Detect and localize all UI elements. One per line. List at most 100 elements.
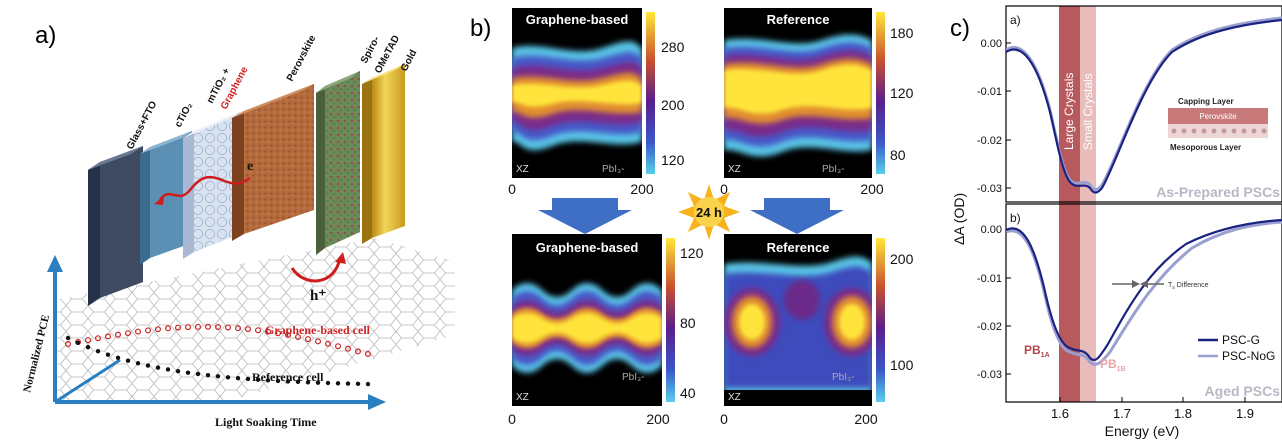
- arrow-down-left: [538, 198, 632, 234]
- graphene-series-marker: [114, 331, 121, 338]
- map3-corner-label: XZ: [516, 392, 529, 403]
- electron-arrow-head: [154, 196, 164, 205]
- reference-series-marker: [95, 348, 101, 354]
- reference-series-marker: [85, 345, 91, 350]
- label-glass-fto: Glass+FTO: [125, 99, 160, 151]
- graphene-series-marker: [275, 330, 282, 337]
- reference-series-marker: [255, 377, 261, 382]
- badge-text: 24 h: [696, 205, 722, 220]
- map3-cbar-tick-3: 40: [680, 385, 696, 401]
- graphene-series-marker: [225, 324, 232, 331]
- map2-corner-label: XZ: [728, 164, 741, 175]
- graphene-series-marker: [235, 325, 242, 332]
- graphene-series-marker: [305, 336, 312, 343]
- reference-series-label: Reference cell: [252, 370, 324, 384]
- ytick-a-1: -0.01: [977, 86, 1002, 98]
- map4-xtick-200: 200: [854, 411, 878, 427]
- graphene-series-marker: [285, 331, 292, 338]
- inset-perovskite-label: Perovskite: [1199, 112, 1237, 121]
- map2-species-label: PbI₃-: [822, 164, 844, 175]
- map4-colorbar: [876, 238, 885, 402]
- tag-aged: Aged PSCs: [1205, 383, 1281, 399]
- reference-series-marker: [205, 373, 211, 378]
- map4-cbar-tick-1: 200: [890, 251, 914, 267]
- reference-series-marker: [235, 375, 241, 381]
- x-axis-label: Energy (eV): [1105, 423, 1180, 439]
- curve-b-psc-g: [1006, 218, 1282, 362]
- graphene-series-label: Graphene-based cell: [265, 323, 371, 337]
- map4-cbar-tick-2: 100: [890, 357, 914, 373]
- map3-species-label: PbI₃-: [622, 372, 644, 383]
- layer-inset: Capping Layer Perovskite Mesoporous Laye…: [1168, 97, 1268, 152]
- map1-title: Graphene-based: [526, 12, 629, 27]
- graphene-series-marker: [215, 324, 222, 331]
- ytick-a-0: 0.00: [981, 38, 1002, 50]
- depth-axis: [54, 358, 121, 404]
- reference-series-marker: [105, 352, 111, 357]
- inset-capping-label: Capping Layer: [1178, 97, 1234, 106]
- graphene-series-marker: [175, 324, 182, 331]
- label-perovskite: Perovskite: [285, 33, 319, 83]
- map-graphene-based-aged: Graphene-based XZ PbI₃- 120 80 40 0 200: [508, 234, 704, 427]
- graphene-series-marker: [104, 333, 111, 340]
- reference-series-marker: [215, 374, 221, 379]
- ytick-a-2: -0.02: [977, 135, 1002, 147]
- graphene-series-marker: [335, 343, 342, 350]
- reference-series-marker: [185, 370, 191, 375]
- legend: PSC-G PSC-NoG: [1198, 333, 1275, 363]
- layer-mtio2-graphene: [183, 112, 240, 259]
- electron-label: e: [247, 159, 253, 174]
- ytick-b-3: -0.03: [977, 369, 1002, 381]
- device-schematic-svg: Glass+FTO cTiO₂ mTiO₂ + Graphene Perovsk…: [21, 33, 455, 429]
- tag-as-prepared: As-Prepared PSCs: [1156, 184, 1280, 200]
- reference-series-marker: [295, 379, 301, 385]
- reference-series-marker: [155, 365, 161, 370]
- inset-mesoporous-layer: [1168, 124, 1268, 138]
- graphene-series-marker: [64, 341, 71, 348]
- map1-cbar-tick-1: 280: [661, 39, 685, 55]
- graphene-series-marker: [84, 337, 91, 344]
- map4-title: Reference: [767, 240, 830, 255]
- map1-xtick-0: 0: [508, 181, 516, 197]
- subplot-a-frame: [1005, 5, 1282, 203]
- hole-arrow-head: [335, 252, 346, 264]
- map2-cbar-tick-2: 120: [890, 85, 914, 101]
- graphene-series-marker: [135, 328, 142, 335]
- layer-glass-fto: [88, 146, 143, 306]
- graphene-series-marker: [185, 324, 192, 331]
- pb1b-label: PB1B: [1100, 357, 1126, 373]
- spectra-svg: a) b) Large Crystals Small Crystals 0.00…: [951, 5, 1282, 439]
- map1-corner-label: XZ: [516, 164, 529, 175]
- pce-y-axis-arrow: [47, 255, 63, 272]
- map2-title: Reference: [767, 12, 830, 27]
- map-reference-initial: Reference XZ PbI₃- 180 120 80 0 200: [720, 8, 914, 197]
- hole-path: [290, 257, 342, 283]
- map4-species-label: PbI₃-: [832, 372, 854, 383]
- y-axis-label: Normalized PCE: [21, 313, 52, 393]
- map2-xtick-200: 200: [860, 181, 884, 197]
- reference-series-marker: [335, 381, 341, 386]
- panel-b-maps: b): [462, 0, 940, 439]
- ts-arrow-left-head: [1132, 280, 1140, 288]
- xtick-1-9: 1.9: [1236, 406, 1254, 421]
- pb1a-label: PB1A: [1024, 343, 1050, 359]
- reference-series-marker: [135, 361, 141, 366]
- arrow-down-right: [750, 198, 844, 234]
- panel-a-device-schematic: a): [0, 0, 460, 439]
- graphene-sheet-floor: [55, 238, 455, 402]
- map1-colorbar: [646, 12, 655, 174]
- curve-a-psc-g: [1006, 18, 1282, 194]
- map3-title: Graphene-based: [536, 240, 639, 255]
- reference-series-marker: [315, 380, 321, 385]
- reference-series-marker: [285, 379, 291, 384]
- map1-cbar-tick-2: 200: [661, 97, 685, 113]
- map-graphene-based-initial: Graphene-based XZ PbI₃- 280 200 120 0 20…: [508, 8, 685, 197]
- reference-series-marker: [265, 378, 271, 383]
- label-ctio2: cTiO₂: [173, 101, 195, 130]
- map3-xtick-0: 0: [508, 411, 516, 427]
- legend-label-psc-g: PSC-G: [1222, 333, 1260, 347]
- panel-c-label: c): [950, 15, 970, 42]
- reference-series-marker: [325, 380, 331, 386]
- x-axis-label: Light Soaking Time: [215, 415, 317, 429]
- reference-series-marker: [145, 363, 151, 368]
